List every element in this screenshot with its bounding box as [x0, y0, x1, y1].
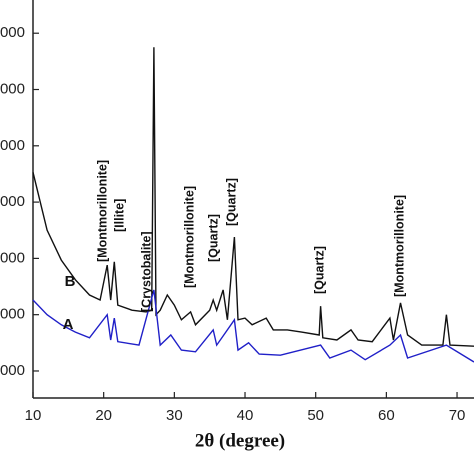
x-tick-label: 30	[166, 407, 183, 424]
y-tick-label: 4000	[0, 193, 25, 210]
peak-annotation: [Quartz]	[312, 246, 326, 294]
series-label: B	[65, 273, 76, 290]
y-tick-label: 6000	[0, 80, 25, 97]
y-tick-label: 3000	[0, 249, 25, 266]
series-line	[32, 289, 474, 363]
peak-annotation: [Illite]	[112, 199, 126, 232]
y-tick-label: 2000	[0, 306, 25, 323]
peak-annotation: [Montmorillonite]	[392, 195, 406, 297]
x-tick-label: 10	[25, 407, 42, 424]
peak-annotation: [Quartz]	[224, 178, 238, 226]
x-tick-label: 60	[378, 407, 395, 424]
series-line	[32, 47, 474, 347]
series-label: A	[63, 316, 74, 333]
x-axis-label: 2θ (degree)	[195, 430, 285, 451]
y-tick-label: 7000	[0, 24, 25, 41]
y-tick-label: 1000	[0, 362, 25, 379]
peak-annotation: [Crystobalite]	[139, 231, 153, 312]
peak-annotation: [Montmorillonite]	[182, 186, 196, 288]
x-tick-label: 20	[95, 407, 112, 424]
y-tick-label: 5000	[0, 137, 25, 154]
x-tick-label: 50	[307, 407, 324, 424]
x-tick-label: 40	[237, 407, 254, 424]
peak-annotation: [Montmorillonite]	[95, 160, 109, 262]
peak-annotation: [Quartz]	[206, 214, 220, 262]
x-tick-label: 70	[449, 407, 466, 424]
